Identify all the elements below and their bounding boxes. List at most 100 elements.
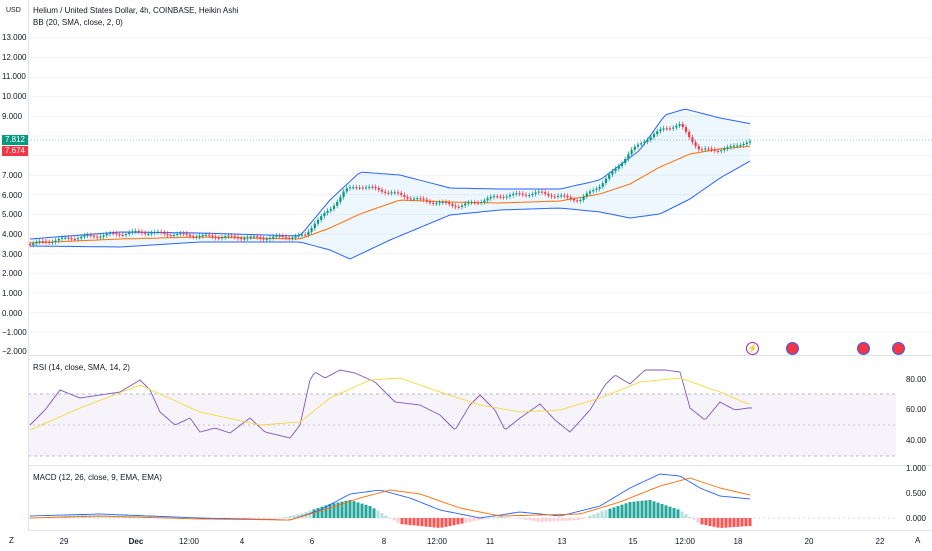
lightning-event-icon[interactable]: ⚡ [746,342,759,355]
macd-histogram-bar [589,516,592,518]
candle [58,239,60,241]
rsi-tick: 60.00 [906,405,926,414]
candle [567,196,569,197]
candle [218,238,220,239]
macd-histogram-bar [453,518,456,525]
candle [499,196,501,197]
candle [339,197,341,202]
timezone-button[interactable]: Z [9,536,14,545]
candle [669,128,671,129]
price-axis[interactable]: USD 13.000 12.000 11.000 10.000 9.000 7.… [0,0,29,530]
candle [631,150,633,154]
candle [240,238,242,239]
candle [656,131,658,134]
candle [439,202,441,203]
candle [643,142,645,143]
candle [96,237,98,238]
candle [384,192,386,193]
bb-indicator-label[interactable]: BB (20, SMA, close, 2, 0) [33,18,123,27]
macd-histogram-bar [701,518,704,524]
us-flag-event-icon[interactable] [892,342,905,355]
candle [115,233,117,234]
macd-histogram-bar [685,514,688,518]
candle [573,199,575,200]
candle [544,192,546,194]
candle [99,237,101,238]
price-tick: 7.000 [2,171,22,180]
macd-histogram-bar [377,511,380,518]
macd-histogram-bar [601,511,604,518]
candle [528,195,530,196]
macd-histogram-bar [457,518,460,524]
candle [535,193,537,194]
candle [483,200,485,202]
macd-histogram-bar [497,516,500,518]
candle [707,149,709,150]
macd-histogram-bar [657,503,660,518]
candle [599,187,601,189]
us-flag-event-icon[interactable] [857,342,870,355]
rsi-indicator-label[interactable]: RSI (14, close, SMA, 14, 2) [33,363,130,372]
candle [131,231,133,232]
rsi-tick: 40.00 [906,436,926,445]
candle [32,243,34,245]
candle [743,144,745,145]
macd-histogram-bar [473,518,476,521]
macd-histogram-bar [413,518,416,525]
macd-histogram-bar [613,507,616,518]
price-tick: 9.000 [2,112,22,121]
candle [547,194,549,196]
candle [269,238,271,239]
us-flag-event-icon[interactable] [786,342,799,355]
candle [586,193,588,196]
candle [531,194,533,195]
time-axis[interactable]: 29 Dec 12:00 4 6 8 12:00 11 13 15 12:00 … [28,530,932,551]
macd-histogram-bar [717,518,720,528]
candle [330,209,332,211]
macd-histogram-bar [649,500,652,518]
candle [714,150,716,151]
candle [387,193,389,194]
macd-histogram-bar [621,505,624,518]
candle [557,196,559,197]
candle [435,203,437,204]
candle [739,145,741,146]
candle [432,203,434,204]
candle [570,197,572,199]
macd-histogram-bar [401,518,404,524]
macd-histogram-bar [541,518,544,522]
candle [442,202,444,203]
macd-histogram-bar [681,511,684,518]
macd-histogram-bar [333,503,336,518]
indicator-axis[interactable]: 80.00 60.00 40.00 1.000 0.500 0.000 [896,355,932,530]
time-tick: 8 [382,537,386,546]
macd-histogram-bar [725,518,728,528]
macd-histogram-bar [361,504,364,518]
auto-scale-button[interactable]: A [915,536,920,545]
candle [346,188,348,191]
pane-divider[interactable] [28,355,932,356]
macd-histogram-bar [285,517,288,518]
macd-histogram-bar [437,518,440,528]
candle [368,187,370,188]
candle [416,198,418,199]
candle [365,187,367,188]
candle [205,235,207,236]
candle [147,234,149,235]
macd-histogram-bar [425,518,428,527]
pane-divider[interactable] [28,465,932,466]
macd-histogram-bar [633,502,636,518]
macd-histogram-bar [449,518,452,526]
candle [125,234,127,235]
macd-histogram-bar [317,508,320,518]
time-tick: 4 [240,537,244,546]
currency-button[interactable]: USD [6,7,21,14]
candle [71,238,73,239]
macd-indicator-label[interactable]: MACD (12, 26, close, 9, EMA, EMA) [33,473,162,482]
candle [189,235,191,236]
macd-histogram-bar [501,516,504,518]
candle [112,233,114,234]
candle [170,235,172,236]
price-tick: 5.000 [2,210,22,219]
